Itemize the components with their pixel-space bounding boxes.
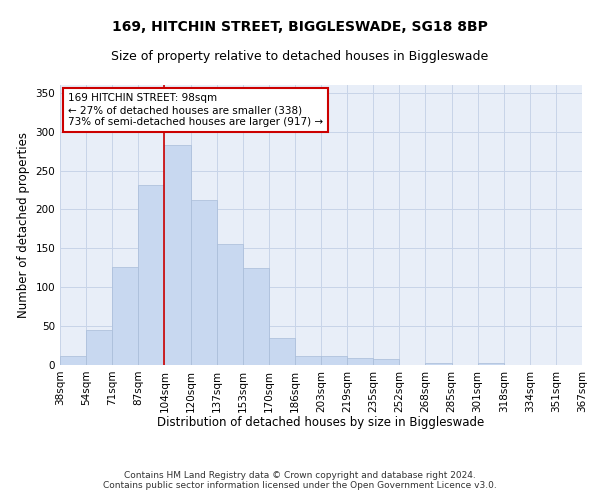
Y-axis label: Number of detached properties: Number of detached properties (17, 132, 30, 318)
Bar (425, 362, 452, 365)
Bar (112, 267, 139, 365)
Bar (86, 330, 112, 365)
Bar (164, 145, 191, 365)
Text: Size of property relative to detached houses in Biggleswade: Size of property relative to detached ho… (112, 50, 488, 63)
Bar (191, 200, 217, 365)
Bar (347, 358, 373, 365)
Bar (139, 184, 164, 365)
Bar (60, 356, 86, 365)
Bar (217, 244, 243, 365)
Bar (269, 338, 295, 365)
Bar (478, 362, 504, 365)
X-axis label: Distribution of detached houses by size in Biggleswade: Distribution of detached houses by size … (157, 416, 485, 429)
Bar (295, 356, 321, 365)
Bar (242, 268, 269, 365)
Bar (321, 356, 347, 365)
Text: 169 HITCHIN STREET: 98sqm
← 27% of detached houses are smaller (338)
73% of semi: 169 HITCHIN STREET: 98sqm ← 27% of detac… (68, 94, 323, 126)
Bar (373, 359, 400, 365)
Text: Contains HM Land Registry data © Crown copyright and database right 2024.
Contai: Contains HM Land Registry data © Crown c… (103, 470, 497, 490)
Text: 169, HITCHIN STREET, BIGGLESWADE, SG18 8BP: 169, HITCHIN STREET, BIGGLESWADE, SG18 8… (112, 20, 488, 34)
